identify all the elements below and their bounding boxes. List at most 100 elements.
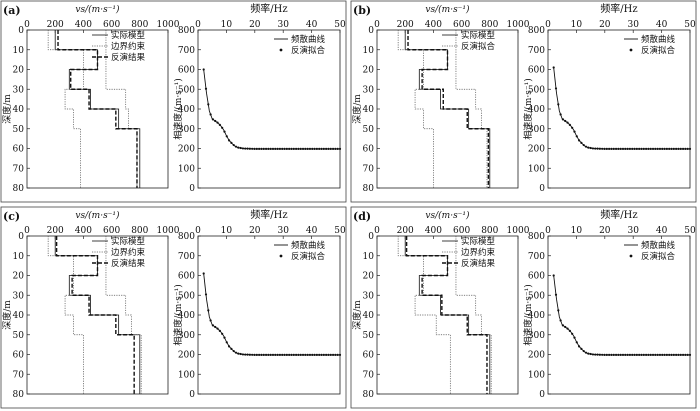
profile-x-tick-label: 400 bbox=[425, 20, 442, 30]
fit-point bbox=[246, 353, 249, 356]
profile-x-tick-label: 1000 bbox=[157, 226, 180, 236]
fit-point bbox=[253, 353, 256, 356]
fit-point bbox=[633, 353, 636, 356]
fit-point bbox=[325, 353, 328, 356]
fit-point bbox=[645, 353, 648, 356]
fit-point bbox=[635, 353, 638, 356]
fit-point bbox=[561, 324, 565, 327]
fit-point bbox=[211, 324, 215, 327]
fit-point bbox=[221, 332, 224, 335]
fit-point bbox=[269, 353, 272, 356]
fit-point bbox=[299, 353, 302, 356]
dispersion-x-tick-label: 40 bbox=[656, 20, 668, 30]
dispersion-y-tick-label: 200 bbox=[178, 351, 195, 361]
dispersion-title: 频率/Hz bbox=[250, 2, 287, 15]
fit-point bbox=[603, 147, 606, 150]
fit-point bbox=[278, 147, 282, 150]
fit-point bbox=[329, 353, 332, 356]
fit-point bbox=[661, 353, 664, 356]
fit-point bbox=[218, 123, 221, 126]
fit-point bbox=[631, 147, 634, 150]
fit-point bbox=[281, 353, 284, 356]
profile-x-tick-label: 600 bbox=[453, 226, 470, 236]
profile-x-tick-label: 800 bbox=[131, 226, 148, 236]
fit-point bbox=[552, 274, 555, 277]
fit-point bbox=[237, 146, 240, 149]
profile-x-tick-label: 800 bbox=[481, 226, 498, 236]
fit-point bbox=[598, 147, 601, 150]
fit-point bbox=[624, 147, 627, 150]
fit-point bbox=[264, 147, 268, 150]
panel-1: 0 200 400 600 800 100001020304050607080vs/(m·… bbox=[0, 0, 347, 203]
fit-point bbox=[334, 147, 337, 150]
fit-point bbox=[665, 147, 668, 150]
fit-point bbox=[292, 147, 295, 150]
fit-point bbox=[573, 130, 576, 133]
dispersion-y-tick-label: 700 bbox=[178, 252, 195, 262]
fit-point bbox=[681, 147, 685, 150]
fit-point bbox=[621, 147, 625, 150]
fit-point bbox=[315, 147, 318, 150]
profile-x-tick-label: 600 bbox=[453, 20, 470, 30]
fit-point bbox=[605, 147, 608, 150]
fit-point bbox=[577, 345, 581, 348]
fit-point bbox=[331, 147, 335, 150]
fit-point bbox=[640, 147, 643, 150]
fit-point bbox=[617, 353, 620, 356]
fit-point bbox=[306, 353, 309, 356]
dispersion-y-tick-label: 700 bbox=[178, 46, 195, 56]
fit-point bbox=[318, 147, 321, 150]
dispersion-y-tick-label: 300 bbox=[528, 125, 545, 135]
fit-point bbox=[276, 147, 279, 150]
fit-point bbox=[679, 353, 682, 356]
fit-point bbox=[633, 147, 636, 150]
fit-point bbox=[566, 327, 569, 330]
dispersion-curve bbox=[203, 273, 340, 356]
fit-point bbox=[663, 147, 666, 150]
dispersion-y-tick-label: 600 bbox=[528, 66, 545, 76]
profile-y-tick-label: 30 bbox=[363, 85, 375, 95]
fit-point bbox=[675, 147, 678, 150]
dispersion-y-tick-label: 300 bbox=[528, 331, 545, 341]
panel-border bbox=[350, 0, 697, 203]
dispersion-x-tick-label: 30 bbox=[627, 20, 639, 30]
fit-point bbox=[554, 87, 558, 90]
panel-border bbox=[0, 206, 347, 409]
fit-point bbox=[318, 353, 321, 356]
dispersion-y-axis-label: 相速度/(m·s⁻¹) bbox=[172, 284, 184, 345]
fit-point bbox=[306, 147, 309, 150]
dispersion-legend-label: 反演拟合 bbox=[291, 251, 326, 262]
dispersion-curve bbox=[203, 69, 340, 150]
profile-legend-label: 边界约束 bbox=[461, 247, 496, 258]
fit-point bbox=[677, 353, 680, 356]
boundary-line bbox=[397, 30, 434, 188]
profile-x-tick-label: 0 bbox=[374, 226, 380, 236]
fit-point bbox=[301, 353, 305, 356]
fit-point bbox=[258, 147, 261, 150]
fit-point bbox=[638, 147, 641, 150]
profile-y-tick-label: 70 bbox=[13, 164, 25, 174]
panel-label: (b) bbox=[353, 4, 371, 17]
fit-point bbox=[573, 336, 576, 339]
dispersion-x-tick-label: 50 bbox=[334, 20, 346, 30]
dispersion-x-tick-label: 20 bbox=[249, 226, 261, 236]
inversion-line bbox=[407, 30, 490, 188]
profile-y-tick-label: 80 bbox=[13, 184, 25, 194]
profile-x-tick-label: 400 bbox=[75, 226, 92, 236]
dispersion-y-tick-label: 600 bbox=[528, 272, 545, 282]
fit-point bbox=[251, 353, 254, 356]
fit-point bbox=[221, 126, 224, 129]
fit-point bbox=[241, 147, 245, 150]
fit-point bbox=[658, 353, 662, 356]
dispersion-y-tick-label: 400 bbox=[528, 105, 545, 115]
fit-point bbox=[557, 309, 560, 312]
profile-y-tick-label: 0 bbox=[18, 232, 24, 242]
profile-legend-label: 反演结果 bbox=[111, 258, 146, 269]
fit-point bbox=[571, 332, 574, 335]
dispersion-curve bbox=[553, 275, 690, 356]
fit-point bbox=[559, 319, 562, 322]
fit-point bbox=[209, 319, 212, 322]
inversion-line bbox=[55, 236, 135, 394]
dispersion-x-tick-label: 10 bbox=[571, 226, 583, 236]
profile-y-tick-label: 20 bbox=[363, 66, 375, 76]
